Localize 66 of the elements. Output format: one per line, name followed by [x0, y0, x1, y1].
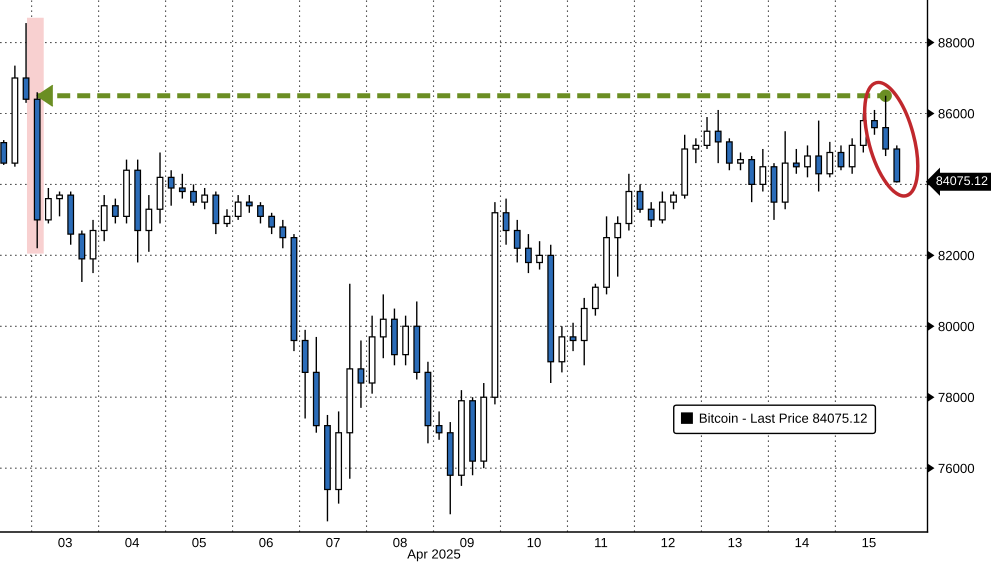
candlestick — [112, 198, 119, 224]
candlestick — [502, 198, 510, 246]
y-tick-label: 76000 — [938, 464, 974, 474]
candlestick — [737, 152, 744, 171]
candlestick — [792, 148, 800, 174]
candlestick — [257, 201, 264, 224]
x-tick-label: 06 — [259, 538, 273, 548]
text: 84075.12 — [936, 176, 988, 186]
x-tick-label: 07 — [326, 538, 340, 548]
candlestick — [848, 138, 856, 174]
candlestick — [224, 208, 230, 228]
candlestick — [658, 190, 666, 224]
x-tick-label: 15 — [862, 538, 876, 548]
candlestick — [246, 194, 253, 214]
candlestick — [145, 194, 152, 253]
candlestick — [201, 187, 208, 210]
candlestick — [692, 138, 700, 164]
candlestick — [636, 184, 644, 214]
candlestick — [614, 216, 622, 278]
candlestick — [190, 184, 197, 206]
candlestick — [592, 283, 599, 316]
candlestick — [168, 170, 175, 206]
y-tick-label: 82000 — [938, 250, 974, 260]
candlestick — [268, 212, 276, 235]
candlestick — [759, 148, 766, 192]
x-tick-label: 11 — [595, 538, 608, 548]
candlestick — [380, 294, 387, 359]
candlestick — [279, 219, 286, 249]
y-tick-label: 86000 — [938, 109, 974, 118]
candlestick — [514, 219, 521, 264]
candlestick — [436, 410, 443, 440]
y-tick-label: 78000 — [938, 392, 974, 402]
candlestick — [234, 194, 242, 221]
candlestick — [56, 190, 63, 218]
candlestick — [0, 139, 8, 166]
x-tick-label: 08 — [393, 538, 407, 548]
candlestick — [536, 240, 543, 270]
x-tick-label: 05 — [192, 538, 206, 548]
x-tick-label: 04 — [125, 538, 140, 548]
x-tick-label: 03 — [58, 538, 72, 548]
candlestick — [882, 95, 890, 157]
x-tick-label: 09 — [460, 538, 474, 548]
candlestick — [670, 190, 677, 210]
x-tick-label: 13 — [728, 538, 742, 548]
candlestick — [178, 173, 186, 200]
x-axis-title: Apr 2025 — [407, 549, 460, 562]
candlestick — [570, 322, 576, 352]
y-tick-label: 88000 — [938, 38, 974, 48]
candlestick — [714, 109, 722, 164]
candlestick — [815, 120, 822, 192]
y-tick-label: 80000 — [938, 322, 974, 332]
candlestick — [838, 144, 844, 171]
candlestick — [704, 116, 710, 150]
candlestick — [726, 138, 733, 171]
x-tick-label: 14 — [796, 538, 809, 548]
candlestick — [804, 144, 811, 178]
candlestick — [648, 201, 655, 228]
x-tick-label: 10 — [528, 538, 541, 548]
candlestick — [358, 340, 364, 409]
x-tick-label: 12 — [662, 538, 675, 548]
candlestick — [22, 22, 30, 104]
candlestick — [44, 187, 52, 224]
legend-label: Bitcoin - Last Price 84075.12 — [700, 413, 867, 423]
candlestick — [826, 141, 834, 178]
candlestick — [524, 233, 532, 274]
candlestick — [871, 109, 878, 136]
